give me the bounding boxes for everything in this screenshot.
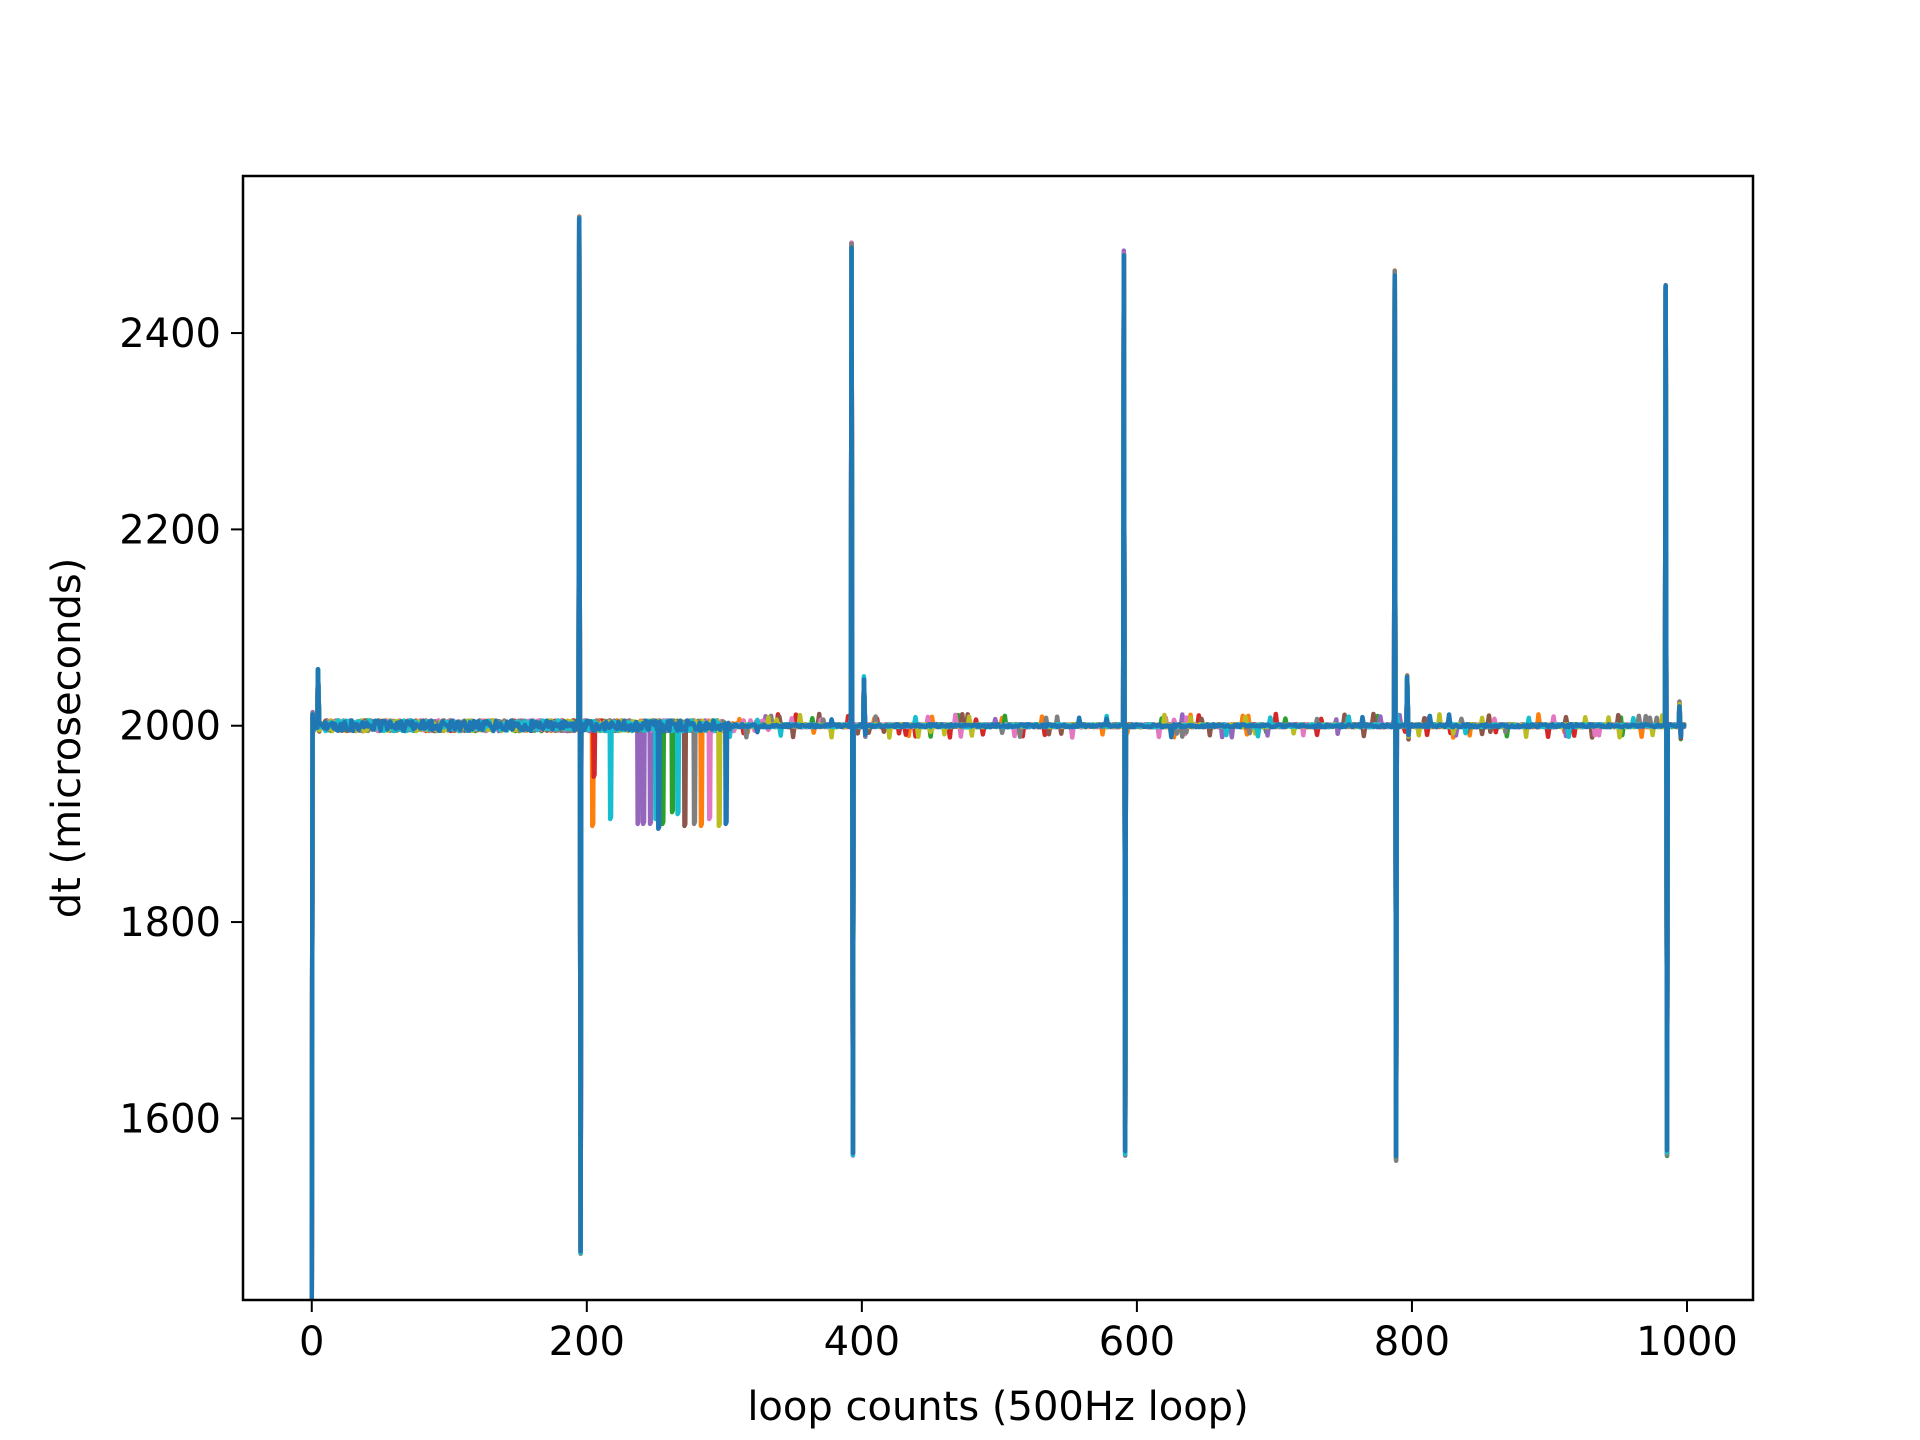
y-tick-label: 2000 <box>119 704 221 750</box>
y-tick-label: 2200 <box>119 507 221 553</box>
series-layer <box>309 214 1687 1300</box>
y-tick-label: 2400 <box>119 311 221 357</box>
x-tick-label: 800 <box>1374 1319 1450 1365</box>
x-axis-label: loop counts (500Hz loop) <box>747 1384 1248 1430</box>
x-axis: 0 200 400 600 800 1000 <box>299 1300 1738 1365</box>
x-tick-label: 200 <box>549 1319 625 1365</box>
series-line <box>309 215 1687 1300</box>
y-axis: 1600 1800 2000 2200 2400 <box>119 311 243 1142</box>
y-tick-label: 1800 <box>119 900 221 946</box>
y-axis-label: dt (microseconds) <box>44 558 90 919</box>
x-tick-label: 600 <box>1099 1319 1175 1365</box>
plot-frame <box>241 174 1755 1302</box>
x-tick-label: 0 <box>299 1319 324 1365</box>
x-tick-label: 400 <box>824 1319 900 1365</box>
y-tick-label: 1600 <box>119 1096 221 1142</box>
x-tick-label: 1000 <box>1636 1319 1738 1365</box>
